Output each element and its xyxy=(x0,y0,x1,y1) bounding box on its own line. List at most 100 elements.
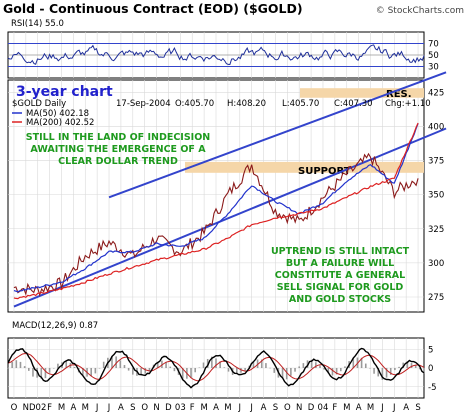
macd-histogram-bar xyxy=(173,368,176,372)
macd-histogram-bar xyxy=(28,368,30,371)
macd-histogram-bar xyxy=(156,362,159,368)
annotation-indecision: STILL IN THE LAND OF INDECISIONAWAITING … xyxy=(26,132,211,167)
x-tick-label: F xyxy=(190,403,195,413)
change-label: Chg:+1.10 xyxy=(385,99,431,109)
chart-title: Gold - Continuous Contract (EOD) ($GOLD) xyxy=(3,1,303,16)
macd-histogram-bar xyxy=(285,368,288,380)
price-tick-label: 425 xyxy=(428,88,444,98)
macd-histogram-bar xyxy=(373,368,375,374)
rsi-label: RSI(14) 55.0 xyxy=(11,19,64,29)
macd-histogram-bar xyxy=(206,358,209,368)
x-tick-label: J xyxy=(392,403,396,413)
macd-histogram-bar xyxy=(48,368,51,373)
x-tick-label: A xyxy=(213,403,219,413)
x-tick-label: 03 xyxy=(175,403,186,413)
price-tick-label: 275 xyxy=(428,293,444,303)
x-tick-label: M xyxy=(82,403,89,413)
macd-signal-line xyxy=(7,352,425,382)
price-tick-labels: 425 400 375 350 325 300 275 xyxy=(428,88,444,303)
x-tick-label: M xyxy=(58,403,65,413)
sr-band-label: SUPPORT xyxy=(298,166,351,177)
x-tick-label: O xyxy=(11,403,18,413)
macd-line xyxy=(7,347,425,389)
price-tick-label: 350 xyxy=(428,191,444,201)
macd-histogram-bar xyxy=(385,368,388,378)
macd-histogram-bar xyxy=(281,368,284,379)
sr-band xyxy=(185,161,424,173)
x-tick-label: A xyxy=(356,403,362,413)
macd-histogram-bar xyxy=(127,368,130,371)
macd-histogram-bar xyxy=(11,361,13,368)
macd-histogram-bar xyxy=(344,366,346,368)
macd-histogram-bar xyxy=(161,360,163,368)
high-label: H:408.20 xyxy=(227,99,266,109)
macd-histogram-bar xyxy=(119,360,122,368)
macd-histogram-bar xyxy=(394,368,396,371)
macd-histogram-bar xyxy=(273,368,276,373)
macd-histogram-bar xyxy=(211,356,213,368)
macd-histogram-bar xyxy=(7,368,9,369)
rsi-tick-label: 50 xyxy=(428,51,439,61)
macd-histogram-bar xyxy=(123,365,126,368)
series-line-price xyxy=(13,152,419,297)
legend-entry: MA(50) 402.18 xyxy=(26,109,89,119)
series-line-ma-200- xyxy=(13,122,419,300)
macd-histogram-bar xyxy=(148,368,151,371)
x-tick-label: N xyxy=(23,403,29,413)
chart-tag: 3-year chart xyxy=(16,84,113,100)
x-tick-label: N xyxy=(296,403,302,413)
price-tick-label: 375 xyxy=(428,157,444,167)
macd-histogram-bar xyxy=(169,366,172,368)
macd-histogram-bar xyxy=(410,363,413,368)
macd-histogram-bar xyxy=(290,368,292,376)
x-axis-labels: O N D02 F M A M J J A S O N D 03 F M A M J J A S O N D 04 F M A M J J A S xyxy=(11,403,421,413)
macd-histogram-bar xyxy=(23,366,26,368)
x-tick-label: F xyxy=(332,403,337,413)
x-tick-label: N xyxy=(153,403,159,413)
x-tick-label: S xyxy=(273,403,278,413)
annotation-line: AWAITING THE EMERGENCE OF A xyxy=(30,144,206,155)
open-label: O:405.70 xyxy=(175,99,214,109)
annotation-line: CLEAR DOLLAR TREND xyxy=(58,156,178,167)
rsi-tick-label: 30 xyxy=(428,63,439,73)
macd-histogram-bar xyxy=(219,361,221,368)
x-tick-label: O xyxy=(284,403,291,413)
macd-histogram-bar xyxy=(398,366,400,368)
macd-histogram-bar xyxy=(98,368,101,369)
macd-histogram-bar xyxy=(269,367,271,369)
macd-histogram-bar xyxy=(57,363,59,368)
macd-histogram-bar xyxy=(377,368,380,377)
macd-histogram-bar xyxy=(73,366,76,368)
macd-histogram-bar xyxy=(181,368,184,379)
macd-histogram-bar xyxy=(319,365,321,368)
macd-histogram-bar xyxy=(331,368,334,376)
series-line-ma-50- xyxy=(13,123,419,293)
macd-histogram-bar xyxy=(310,359,313,368)
x-tick-label: F xyxy=(47,403,52,413)
macd-histogram-bar xyxy=(194,368,196,373)
macd-histogram-bar xyxy=(227,368,230,372)
macd-histogram-bar xyxy=(198,367,201,368)
sr-band-label: RES. xyxy=(386,89,412,100)
macd-histogram-bar xyxy=(265,363,267,368)
macd-histogram-bar xyxy=(402,362,404,368)
macd-tick-label: 0 xyxy=(428,364,433,374)
macd-histogram-bar xyxy=(165,362,167,368)
x-tick-label: O xyxy=(141,403,148,413)
price-tick-label: 300 xyxy=(428,259,444,269)
x-tick-label: M xyxy=(367,403,374,413)
macd-histogram-bar xyxy=(323,368,325,370)
x-tick-label: 04 xyxy=(318,403,329,413)
macd-tick-label: -5 xyxy=(428,383,436,393)
macd-histogram-bar xyxy=(381,368,384,380)
legend-entry: MA(200) 402.52 xyxy=(26,118,94,128)
annotation-line: AND GOLD STOCKS xyxy=(289,294,391,305)
macd-histogram-bar xyxy=(190,368,192,378)
price-tick-label: 325 xyxy=(428,225,444,235)
symbol-label: $GOLD Daily xyxy=(12,99,66,109)
sr-bands: RES. SUPPORT xyxy=(185,88,424,177)
